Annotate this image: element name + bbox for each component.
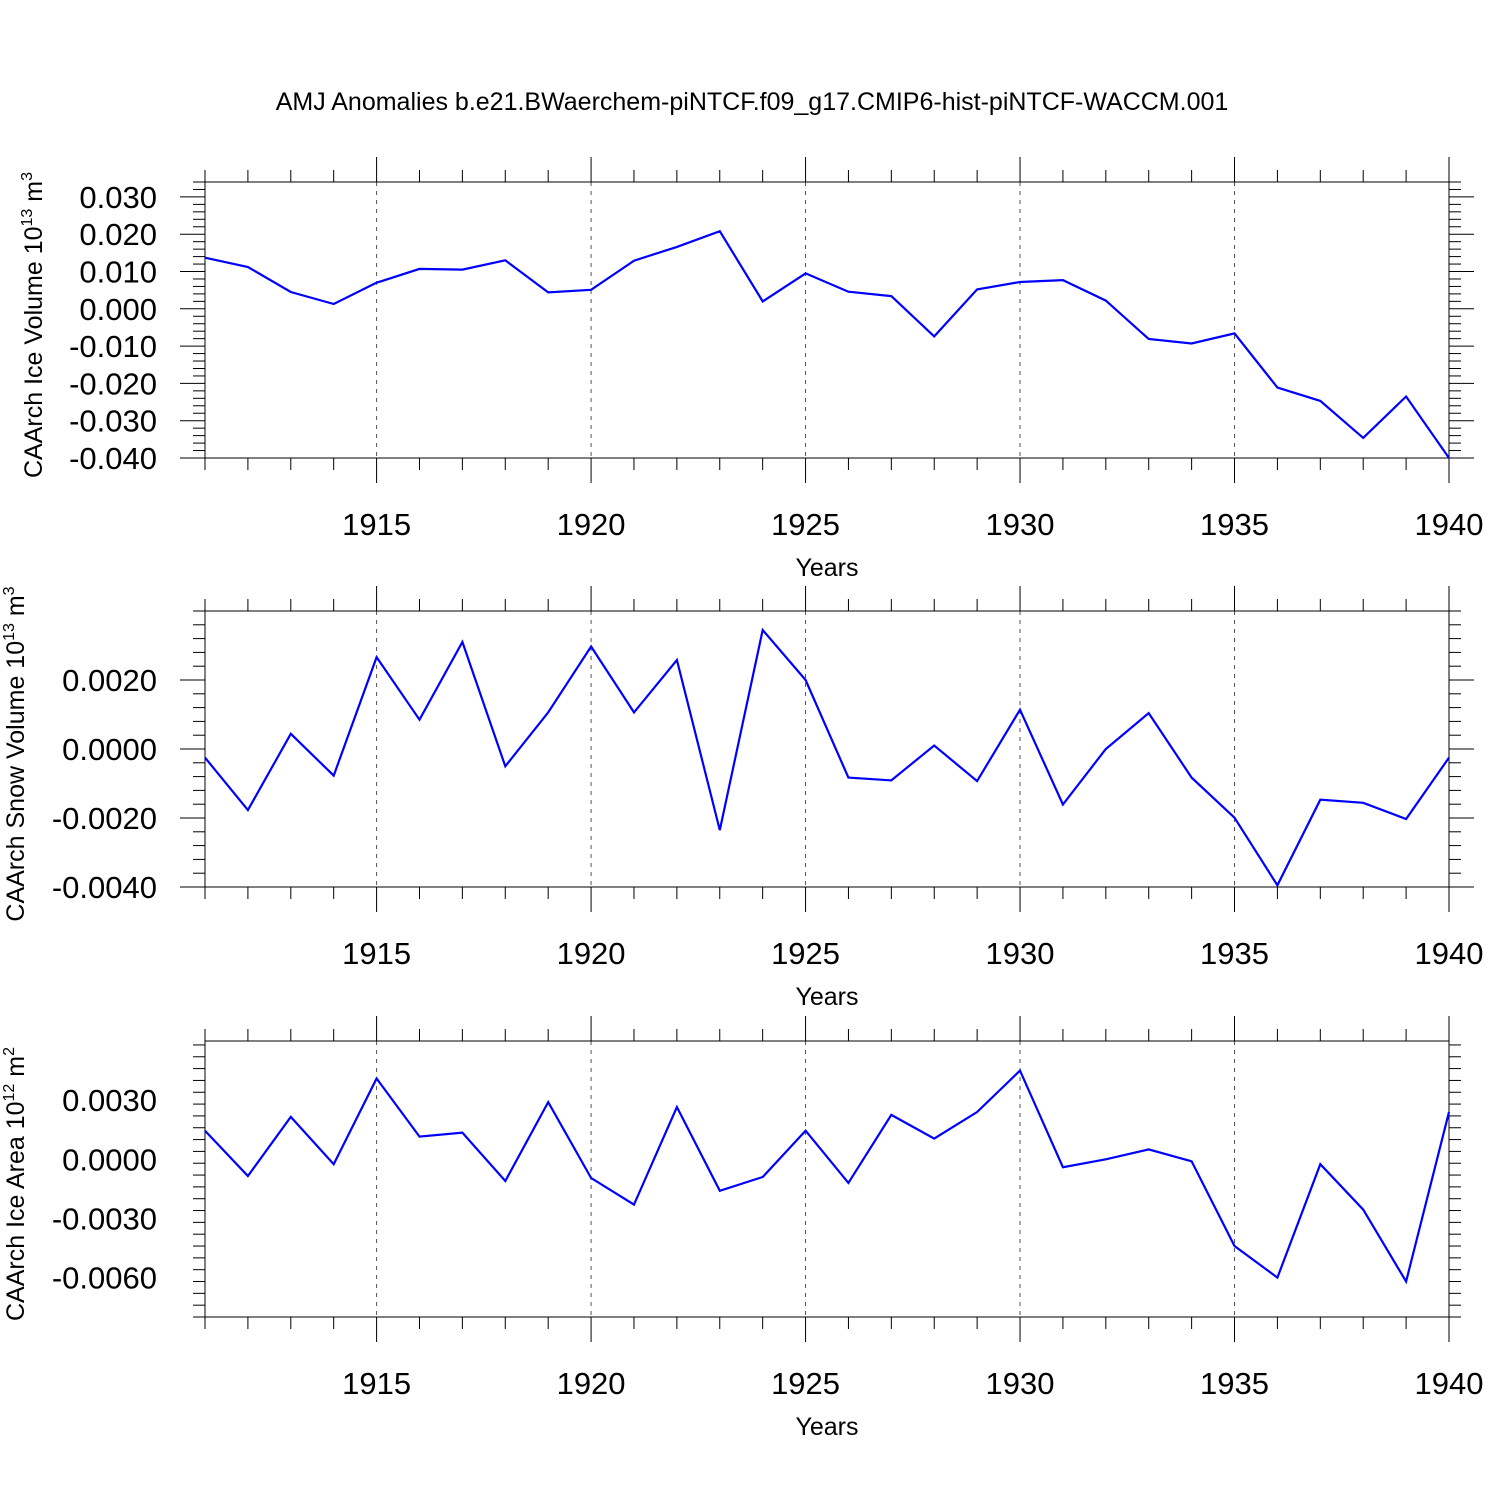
y-tick-label: -0.030: [69, 404, 157, 439]
data-series-line: [204, 229, 1450, 459]
y-tick-label: -0.0020: [52, 801, 157, 836]
y-tick-label: 0.0020: [62, 663, 157, 698]
x-tick-label: 1920: [557, 936, 626, 971]
data-series-line: [204, 627, 1450, 888]
x-tick-label: 1925: [771, 1366, 840, 1401]
plot-frame: [204, 181, 1450, 459]
y-tick-label: -0.010: [69, 329, 157, 364]
x-tick-label: 1940: [1415, 507, 1484, 542]
y-tick-label: 0.0030: [62, 1083, 157, 1118]
x-tick-label: 1935: [1200, 936, 1269, 971]
x-axis-title: Years: [795, 554, 858, 582]
x-tick-label: 1930: [986, 936, 1055, 971]
y-tick-label: 0.0000: [62, 1142, 157, 1177]
data-series-line: [204, 1068, 1451, 1285]
panel-3: 1915 1920 1925 1930 1935 1940 0.0030 0.0000 -0.0…: [1, 1016, 1483, 1441]
panel-1: 1915 1920 1925 1930 1935 1940 0.0300.0200.0100…: [19, 157, 1483, 582]
x-tick-label: 1915: [342, 936, 411, 971]
y-tick-label: 0.010: [79, 255, 157, 290]
x-tick-label: 1925: [771, 936, 840, 971]
plot-frame: [204, 1040, 1450, 1318]
x-tick-label: 1925: [771, 507, 840, 542]
y-axis-title: CAArch Snow Volume 1013 m3: [1, 586, 30, 921]
y-tick-label: -0.0030: [52, 1201, 157, 1236]
x-tick-label: 1930: [986, 507, 1055, 542]
x-tick-label: 1920: [557, 507, 626, 542]
y-axis-title: CAArch Ice Volume 1013 m3: [19, 172, 48, 478]
x-tick-label: 1940: [1415, 1366, 1484, 1401]
y-tick-label: -0.0040: [52, 870, 157, 905]
x-tick-label: 1920: [557, 1366, 626, 1401]
y-axis-title: CAArch Ice Area 1012 m2: [1, 1047, 30, 1321]
y-tick-label: 0.030: [79, 180, 157, 215]
x-tick-label: 1935: [1200, 1366, 1269, 1401]
y-tick-label: -0.040: [69, 441, 157, 476]
y-tick-label: 0.020: [79, 217, 157, 252]
x-tick-label: 1915: [342, 507, 411, 542]
x-tick-label: 1935: [1200, 507, 1269, 542]
x-tick-label: 1930: [986, 1366, 1055, 1401]
y-tick-label: -0.020: [69, 366, 157, 401]
x-axis-title: Years: [795, 1413, 858, 1441]
chart-panels: 1915 1920 1925 1930 1935 19400.0300.0200.0100…: [1, 157, 1483, 1441]
panel-2: 1915 1920 1925 1930 1935 1940 0.0020 0.0000 -0.0…: [1, 586, 1483, 1011]
x-axis-title: Years: [795, 983, 858, 1011]
y-tick-label: 0.0000: [62, 732, 157, 767]
x-tick-label: 1940: [1415, 936, 1484, 971]
y-tick-label: 0.000: [79, 292, 157, 327]
x-tick-label: 1915: [342, 1366, 411, 1401]
chart-title: AMJ Anomalies b.e21.BWaerchem-piNTCF.f09…: [276, 88, 1229, 116]
y-tick-label: -0.0060: [52, 1261, 157, 1296]
